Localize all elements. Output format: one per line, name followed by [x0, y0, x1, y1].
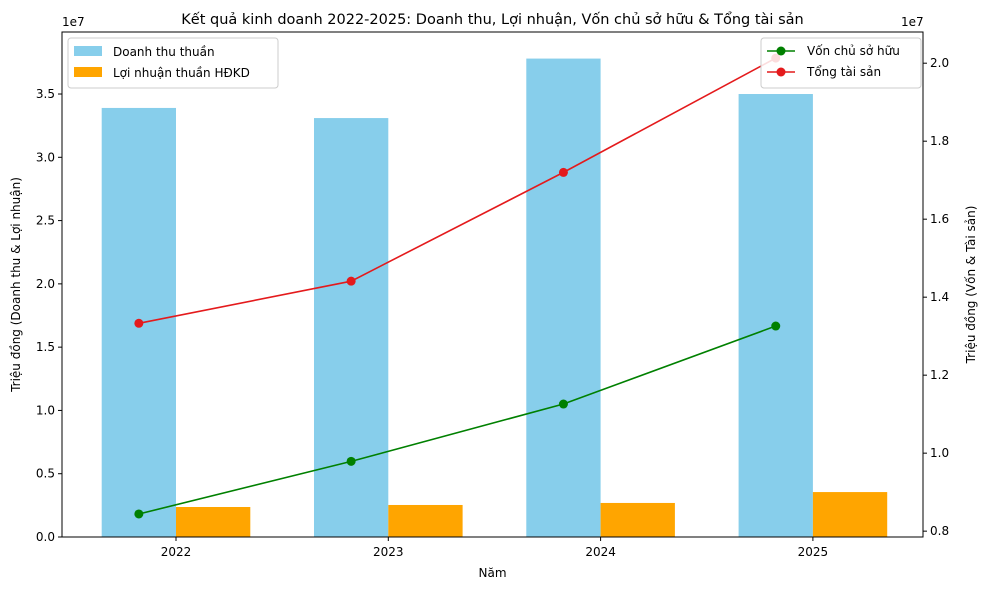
bar-profit-2023: [388, 504, 463, 537]
y-tick-label: 0.5: [36, 467, 55, 481]
y2-tick-label: 2.0: [930, 56, 949, 70]
bar-profit-2022: [176, 507, 251, 537]
bar-revenue-2025: [738, 94, 813, 537]
point-assets-2022: [134, 318, 144, 328]
bar-revenue-2023: [313, 118, 389, 538]
y-tick-label: 2.5: [36, 214, 55, 228]
legend-label: Vốn chủ sở hữu: [807, 44, 900, 58]
legend-swatch: [74, 46, 102, 56]
legend-marker: [776, 67, 786, 77]
legend-marker: [776, 46, 786, 56]
y2-tick-label: 1.8: [930, 134, 949, 148]
point-equity-2022: [134, 509, 144, 519]
plot-frame: [61, 31, 924, 538]
y-tick-label: 3.5: [36, 87, 55, 101]
y2-tick-label: 1.6: [930, 212, 949, 226]
y2-axis-label: Triệu đồng (Vốn & Tài sản): [964, 206, 978, 365]
x-axis-label: Năm: [478, 566, 506, 580]
point-assets-2024: [558, 167, 568, 177]
legend-label: Doanh thu thuần: [113, 45, 215, 59]
legend-swatch: [74, 67, 102, 77]
point-equity-2023: [346, 456, 356, 466]
line-assets: [138, 57, 777, 325]
point-equity-2024: [558, 399, 568, 409]
point-assets-2023: [346, 276, 356, 286]
x-tick-label: 2022: [161, 545, 192, 559]
x-tick-label: 2023: [373, 545, 404, 559]
y-tick-label: 1.0: [36, 403, 55, 417]
y-tick-label: 0.0: [36, 530, 55, 544]
line-equity: [138, 325, 777, 515]
legend-label: Lợi nhuận thuần HĐKD: [113, 66, 250, 80]
y2-offset-label: 1e7: [901, 15, 924, 29]
y2-tick-label: 1.4: [930, 290, 949, 304]
legend-label: Tổng tài sản: [806, 65, 881, 79]
y2-tick-label: 0.8: [930, 524, 949, 538]
y-tick-label: 2.0: [36, 277, 55, 291]
y-axis-label: Triệu đồng (Doanh thu & Lợi nhuận): [9, 177, 23, 393]
y2-tick-label: 1.2: [930, 368, 949, 382]
x-tick-label: 2025: [798, 545, 829, 559]
legend-right: [760, 37, 922, 89]
bar-revenue-2024: [526, 58, 601, 537]
point-equity-2025: [771, 321, 781, 331]
y-offset-label: 1e7: [62, 15, 85, 29]
y-tick-label: 1.5: [36, 340, 55, 354]
bar-profit-2025: [812, 492, 888, 537]
legend-left: [67, 37, 279, 89]
bar-profit-2024: [600, 502, 675, 537]
y-tick-label: 3.0: [36, 150, 55, 164]
y2-tick-label: 1.0: [930, 446, 949, 460]
x-tick-label: 2024: [585, 545, 616, 559]
chart-title: Kết quả kinh doanh 2022-2025: Doanh thu,…: [181, 11, 803, 28]
